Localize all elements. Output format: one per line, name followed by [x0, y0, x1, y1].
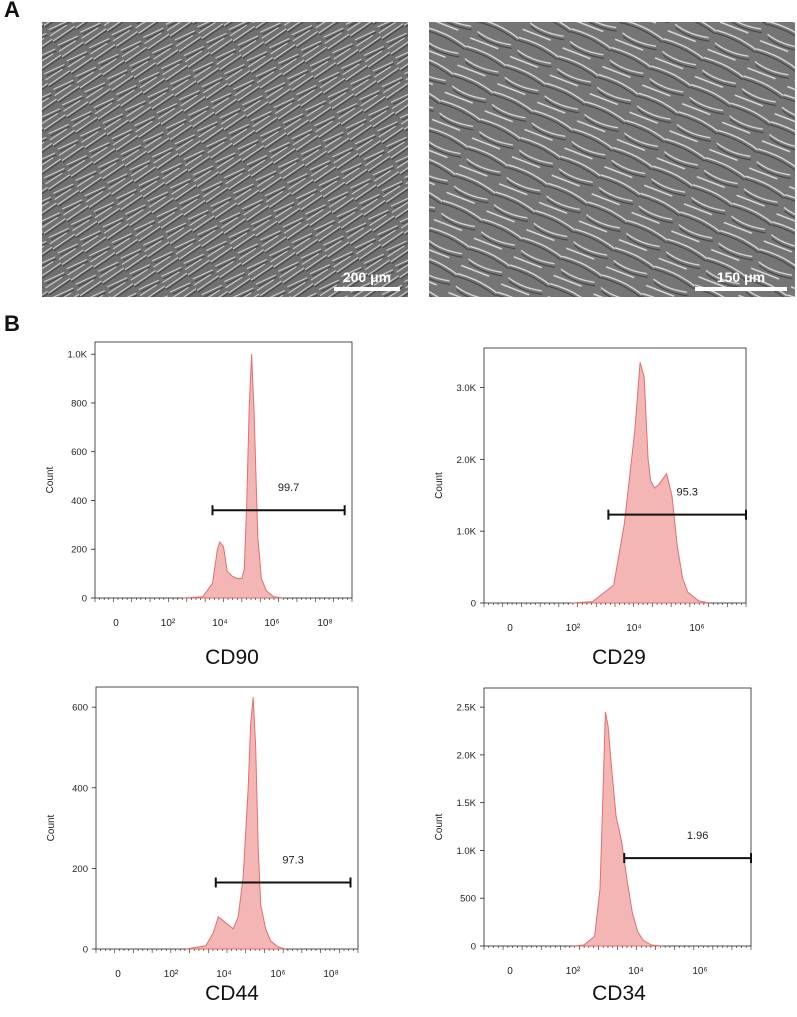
- x-tick-label-cd29: 10²: [566, 623, 581, 634]
- scale-bar-150: 150 μm: [695, 269, 787, 291]
- scale-bar-line: [334, 287, 400, 291]
- y-tick-label-cd90: 400: [71, 496, 87, 507]
- x-tick-label-cd34: 10²: [566, 966, 581, 977]
- marker-label-cd44: CD44: [205, 982, 259, 1005]
- cell-texture-left: [42, 22, 408, 297]
- scale-bar-200: 200 μm: [334, 269, 400, 291]
- marker-label-cd90: CD90: [205, 646, 259, 669]
- gate-label-cd34: 1.96: [687, 830, 708, 842]
- plot-frame-cd44: [95, 686, 359, 950]
- micrograph-low-magnification: 200 μm: [42, 22, 408, 297]
- gate-label-cd44: 97.3: [282, 854, 303, 866]
- y-tick-label-cd34: 2.5K: [456, 703, 476, 714]
- y-tick-label-cd34: 1.5K: [456, 798, 476, 809]
- y-axis-label-cd34: Count: [434, 813, 445, 840]
- y-tick-label-cd90: 0: [82, 594, 87, 605]
- y-tick-label-cd44: 200: [72, 864, 88, 875]
- histogram-area-cd29: [571, 362, 710, 604]
- x-tick-label-cd29: 10⁶: [689, 623, 704, 634]
- y-tick-label-cd34: 2.0K: [456, 750, 476, 761]
- x-tick-label-cd44: 10⁶: [270, 969, 285, 980]
- y-tick-label-cd34: 1.0K: [456, 846, 476, 857]
- y-tick-label-cd29: 0: [471, 599, 476, 610]
- x-tick-label-cd90: 0: [113, 618, 119, 629]
- scale-bar-label: 200 μm: [342, 269, 392, 285]
- y-tick-label-cd44: 600: [72, 703, 88, 714]
- scale-bar-line: [695, 287, 787, 291]
- x-tick-label-cd29: 10⁴: [626, 623, 641, 634]
- x-tick-label-cd90: 10⁴: [212, 618, 227, 629]
- y-tick-label-cd44: 400: [72, 783, 88, 794]
- cell-texture-right: [429, 22, 795, 297]
- x-tick-label-cd34: 10⁴: [628, 966, 643, 977]
- x-tick-label-cd44: 10⁴: [216, 969, 231, 980]
- x-tick-label-cd90: 10⁸: [317, 618, 332, 629]
- y-tick-label-cd90: 1.0K: [67, 350, 87, 361]
- y-axis-label-cd44: Count: [46, 814, 57, 841]
- x-tick-label-cd44: 0: [115, 969, 121, 980]
- x-tick-label-cd29: 0: [507, 623, 513, 634]
- histogram-area-cd34: [572, 711, 663, 947]
- panel-label-b: B: [4, 311, 20, 336]
- y-tick-label-cd90: 600: [71, 447, 87, 458]
- y-tick-label-cd34: 500: [460, 894, 476, 905]
- scale-bar-label: 150 μm: [716, 269, 766, 285]
- gate-label-cd29: 95.3: [676, 487, 697, 499]
- panel-label-a: A: [4, 0, 20, 22]
- y-axis-label-cd90: Count: [45, 466, 56, 493]
- y-tick-label-cd34: 0: [471, 942, 476, 953]
- y-tick-label-cd44: 0: [83, 945, 88, 956]
- y-axis-label-cd29: Count: [434, 472, 445, 499]
- y-tick-label-cd29: 2.0K: [456, 455, 476, 466]
- y-tick-label-cd90: 200: [71, 545, 87, 556]
- gate-label-cd90: 99.7: [278, 482, 299, 494]
- y-tick-label-cd90: 800: [71, 398, 87, 409]
- y-tick-label-cd29: 1.0K: [456, 527, 476, 538]
- x-tick-label-cd34: 0: [507, 966, 513, 977]
- x-tick-label-cd44: 10²: [164, 969, 179, 980]
- plot-frame-cd29: [483, 347, 747, 604]
- y-tick-label-cd29: 3.0K: [456, 383, 476, 394]
- micrograph-high-magnification: 150 μm: [429, 22, 795, 297]
- x-tick-label-cd90: 10⁶: [264, 618, 279, 629]
- x-tick-label-cd44: 10⁸: [323, 969, 338, 980]
- x-tick-label-cd34: 10⁶: [692, 966, 707, 977]
- histogram-area-cd44: [185, 697, 286, 950]
- x-tick-label-cd90: 10²: [161, 618, 176, 629]
- marker-label-cd34: CD34: [592, 982, 646, 1005]
- marker-label-cd29: CD29: [592, 646, 646, 669]
- histogram-area-cd90: [183, 354, 284, 599]
